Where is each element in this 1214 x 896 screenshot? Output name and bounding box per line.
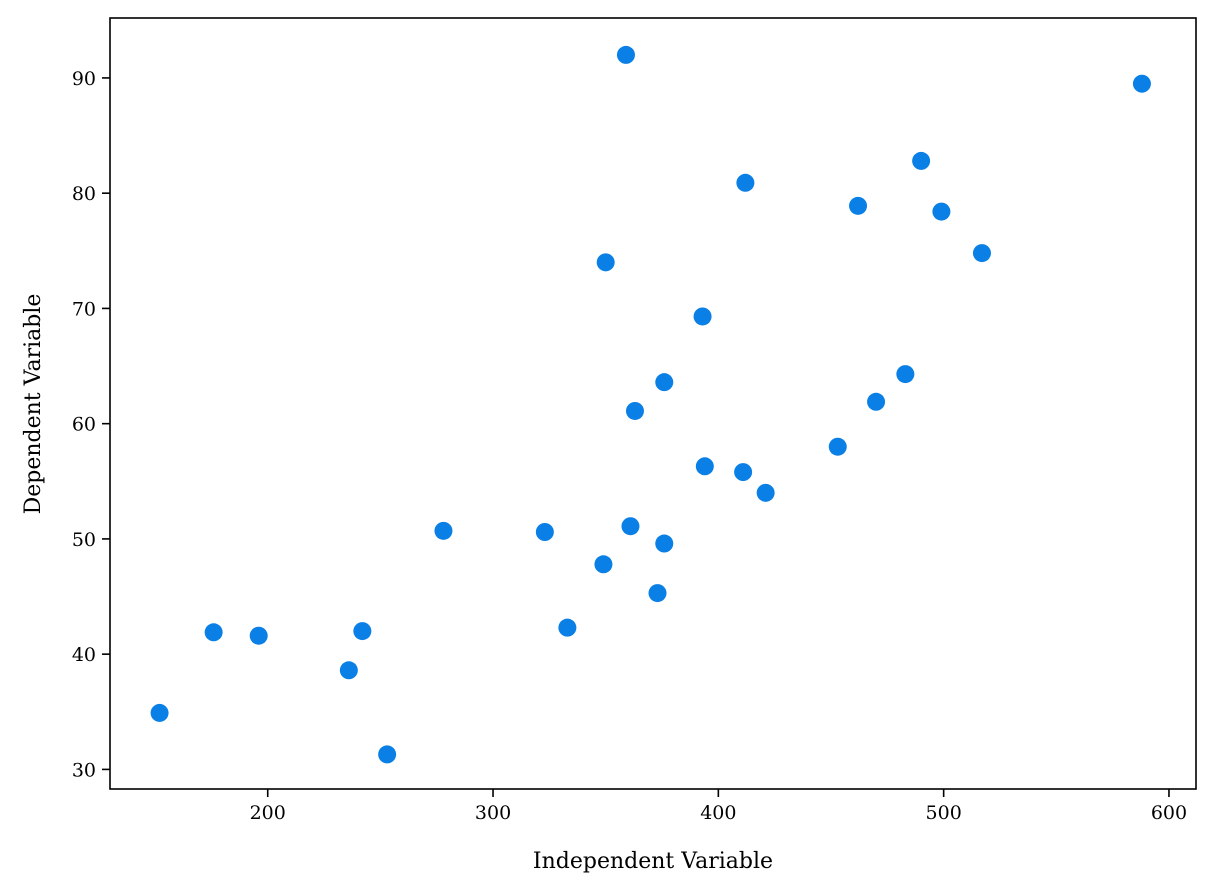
data-point — [736, 173, 755, 192]
data-point — [558, 618, 577, 637]
data-point — [594, 555, 613, 574]
y-tick-label: 80 — [72, 183, 96, 205]
data-point — [434, 521, 453, 540]
data-point — [625, 401, 644, 420]
data-point — [249, 626, 268, 645]
data-point — [378, 745, 397, 764]
data-point — [932, 202, 951, 221]
data-point — [693, 307, 712, 326]
data-point — [1132, 74, 1151, 93]
data-point — [734, 463, 753, 482]
x-tick-label: 400 — [700, 802, 736, 824]
y-tick-label: 40 — [72, 644, 96, 666]
data-point — [535, 523, 554, 541]
x-axis-ticks: 200 300 400 500 600 — [250, 789, 1187, 824]
x-tick-label: 300 — [475, 802, 511, 824]
data-point — [621, 517, 640, 536]
data-point — [896, 365, 915, 384]
x-tick-label: 200 — [250, 802, 286, 824]
y-tick-label: 60 — [72, 414, 96, 436]
x-tick-label: 500 — [926, 802, 962, 824]
x-axis-label: Independent Variable — [533, 849, 773, 874]
data-point — [655, 534, 674, 553]
y-axis-label: Dependent Variable — [21, 294, 46, 515]
data-point — [150, 703, 169, 722]
data-point — [828, 437, 847, 456]
data-point — [596, 253, 615, 272]
y-tick-label: 50 — [72, 529, 96, 551]
data-point — [339, 661, 358, 680]
data-point — [616, 45, 635, 64]
data-point — [912, 151, 931, 170]
y-tick-label: 30 — [72, 759, 96, 781]
data-point — [972, 244, 991, 263]
y-tick-label: 70 — [72, 298, 96, 320]
data-point — [849, 196, 868, 215]
y-tick-label: 90 — [72, 68, 96, 90]
data-point — [655, 373, 674, 392]
data-point — [695, 457, 714, 476]
plot-area — [150, 45, 1151, 764]
data-point — [867, 392, 886, 411]
y-axis-ticks: 30 40 50 60 70 80 90 — [72, 68, 110, 781]
plot-frame — [109, 17, 1197, 790]
data-point — [648, 584, 667, 603]
data-point — [204, 623, 223, 642]
data-point — [353, 622, 372, 641]
data-point — [756, 483, 775, 502]
x-tick-label: 600 — [1151, 802, 1187, 824]
